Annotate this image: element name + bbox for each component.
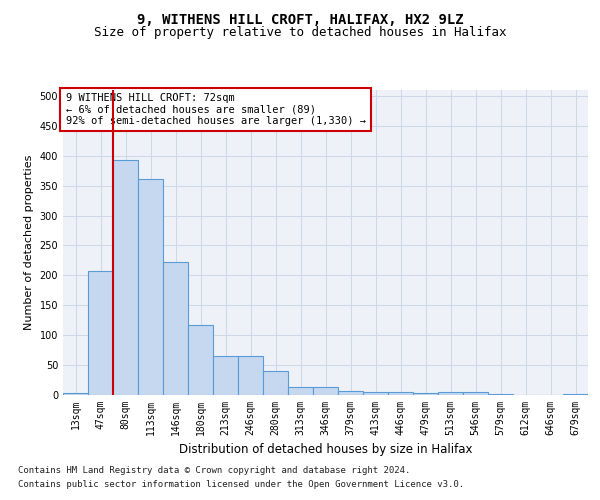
Bar	[188, 325, 213, 395]
Bar	[88, 271, 113, 395]
Bar	[313, 387, 338, 395]
Text: Contains public sector information licensed under the Open Government Licence v3: Contains public sector information licen…	[18, 480, 464, 489]
Bar	[338, 392, 363, 395]
Bar	[563, 394, 588, 395]
Bar	[138, 178, 163, 395]
Bar	[288, 386, 313, 395]
X-axis label: Distribution of detached houses by size in Halifax: Distribution of detached houses by size …	[179, 444, 472, 456]
Bar	[63, 393, 88, 395]
Bar	[463, 392, 488, 395]
Text: Size of property relative to detached houses in Halifax: Size of property relative to detached ho…	[94, 26, 506, 39]
Bar	[263, 371, 288, 395]
Bar	[363, 392, 388, 395]
Bar	[238, 356, 263, 395]
Bar	[113, 160, 138, 395]
Text: 9, WITHENS HILL CROFT, HALIFAX, HX2 9LZ: 9, WITHENS HILL CROFT, HALIFAX, HX2 9LZ	[137, 12, 463, 26]
Text: Contains HM Land Registry data © Crown copyright and database right 2024.: Contains HM Land Registry data © Crown c…	[18, 466, 410, 475]
Bar	[413, 393, 438, 395]
Bar	[488, 394, 513, 395]
Y-axis label: Number of detached properties: Number of detached properties	[24, 155, 34, 330]
Text: 9 WITHENS HILL CROFT: 72sqm
← 6% of detached houses are smaller (89)
92% of semi: 9 WITHENS HILL CROFT: 72sqm ← 6% of deta…	[65, 93, 365, 126]
Bar	[213, 356, 238, 395]
Bar	[438, 392, 463, 395]
Bar	[163, 262, 188, 395]
Bar	[388, 392, 413, 395]
